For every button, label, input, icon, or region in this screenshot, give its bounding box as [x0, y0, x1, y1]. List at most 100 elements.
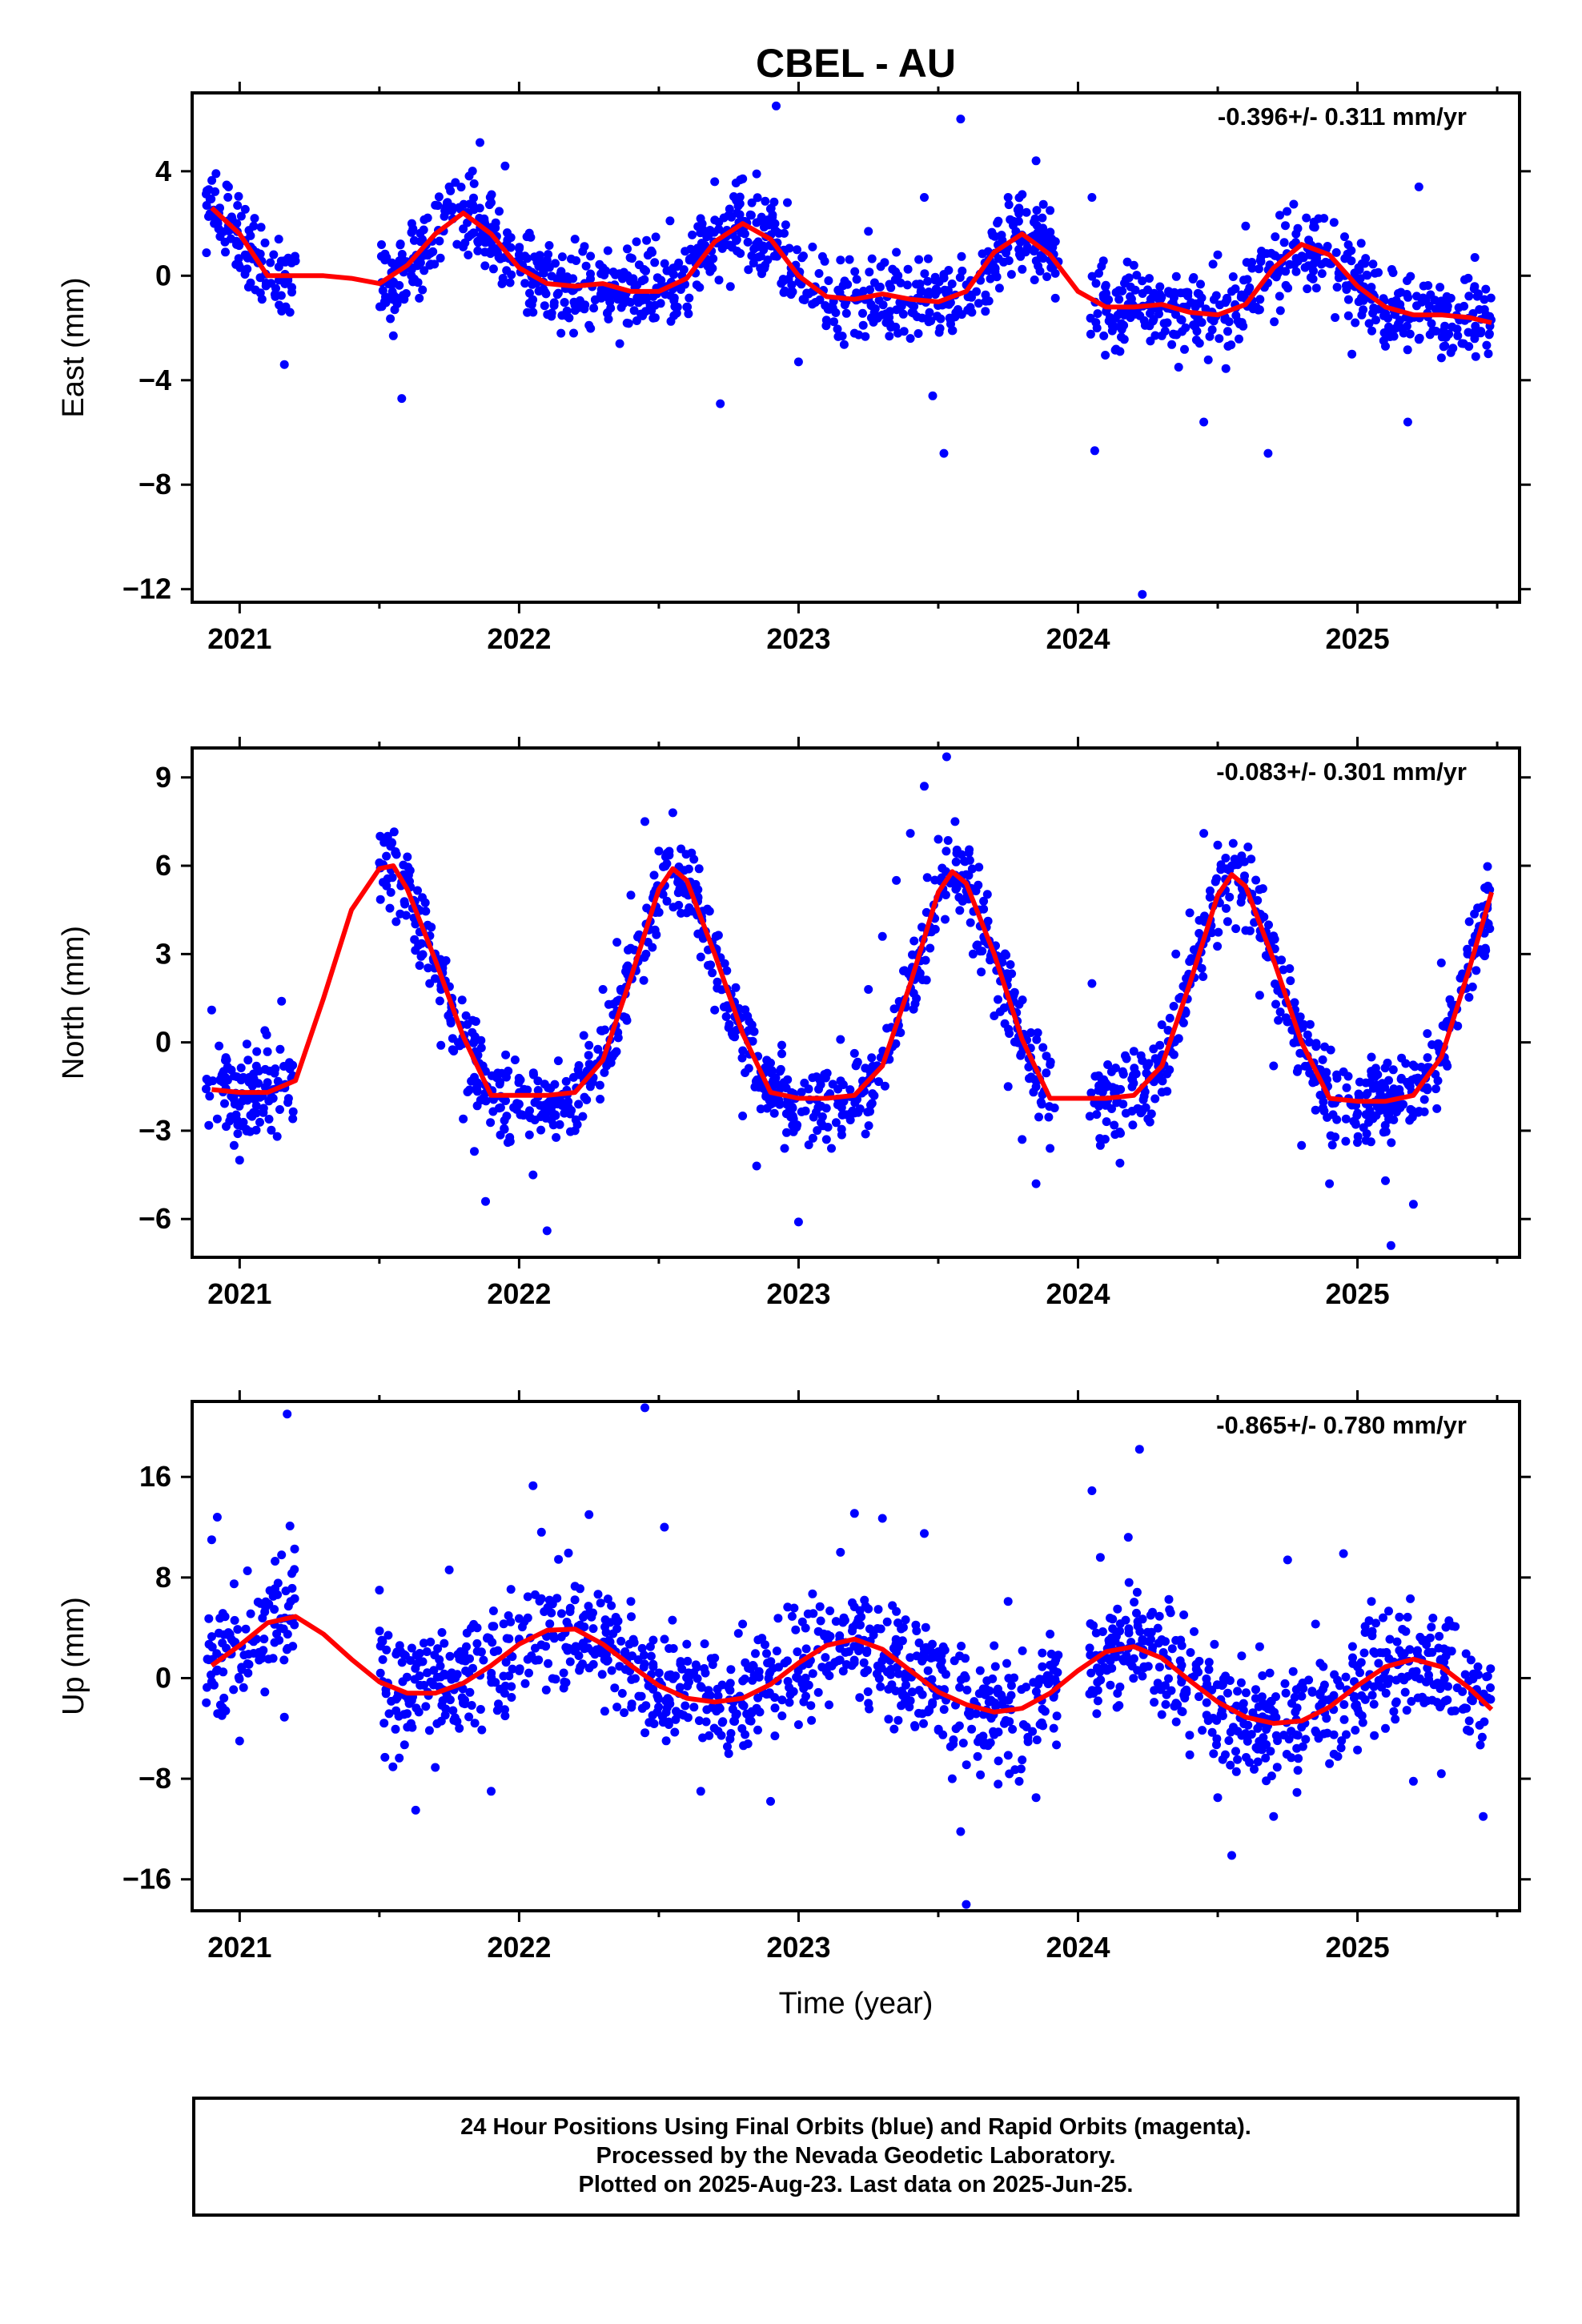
north-residual-point	[698, 934, 708, 943]
up-residual-point	[229, 1685, 239, 1695]
up-residual-point	[1292, 1787, 1302, 1797]
up-residual-point	[279, 1655, 289, 1665]
north-residual-point	[1423, 1053, 1432, 1063]
up-residual-point	[283, 1602, 293, 1611]
up-residual-point	[1415, 1674, 1424, 1683]
north-residual-point	[446, 1019, 456, 1027]
up-residual-point	[1336, 1743, 1346, 1753]
east-residual-point	[487, 239, 496, 248]
north-residual-point	[1431, 1084, 1440, 1094]
up-residual-point	[601, 1628, 611, 1637]
up-residual-point	[465, 1687, 475, 1697]
east-residual-point	[560, 298, 569, 308]
north-residual-point	[1259, 912, 1269, 922]
up-residual-point	[1484, 1693, 1492, 1703]
east-residual-point	[1464, 328, 1473, 337]
north-residual-point	[776, 1064, 785, 1074]
north-data-point	[285, 1064, 295, 1074]
east-residual-point	[732, 235, 741, 244]
up-data-point	[1213, 1793, 1223, 1803]
east-residual-point	[1486, 293, 1496, 303]
up-residual-point	[219, 1630, 229, 1639]
up-residual-point	[889, 1724, 899, 1734]
up-residual-point	[886, 1670, 895, 1679]
east-residual-point	[562, 272, 572, 282]
north-residual-point	[205, 1092, 215, 1101]
up-data-point	[612, 1703, 622, 1712]
up-residual-point	[891, 1634, 901, 1644]
north-residual-point	[955, 906, 965, 915]
up-residual-point	[275, 1635, 284, 1645]
east-rate-annotation: -0.396+/- 0.311 mm/yr	[1218, 103, 1467, 131]
up-residual-point	[762, 1690, 771, 1699]
up-residual-point	[222, 1643, 231, 1653]
north-residual-point	[1383, 1110, 1392, 1119]
north-residual-point	[510, 1055, 520, 1064]
up-residual-point	[1291, 1685, 1301, 1695]
up-residual-point	[477, 1725, 487, 1735]
up-residual-point	[1253, 1757, 1263, 1767]
east-residual-point	[704, 255, 713, 265]
east-residual-point	[1357, 259, 1367, 268]
north-residual-point	[957, 850, 966, 859]
east-residual-point	[540, 301, 549, 311]
north-xtick-label: 2025	[1326, 1277, 1390, 1310]
up-residual-point	[436, 1661, 445, 1671]
north-residual-point	[974, 862, 984, 872]
up-residual-point	[1138, 1614, 1147, 1624]
up-data-point	[570, 1582, 580, 1591]
east-residual-point	[785, 287, 794, 297]
east-residual-point	[240, 204, 250, 214]
east-residual-point	[436, 253, 445, 263]
east-residual-point	[232, 239, 241, 249]
up-residual-point	[613, 1616, 623, 1626]
north-residual-point	[1207, 928, 1217, 938]
up-residual-point	[504, 1611, 513, 1620]
north-residual-point	[574, 1100, 584, 1109]
up-residual-point	[738, 1700, 747, 1710]
north-ytick-label: −6	[139, 1202, 171, 1235]
east-residual-point	[473, 238, 483, 247]
up-residual-point	[709, 1723, 719, 1733]
east-residual-point	[1342, 285, 1351, 294]
east-residual-point	[903, 264, 913, 274]
north-residual-point	[1158, 1076, 1167, 1086]
east-data-point	[783, 198, 792, 207]
up-residual-point	[1132, 1587, 1142, 1597]
up-residual-point	[860, 1668, 869, 1678]
up-residual-point	[725, 1735, 735, 1744]
north-xtick-label: 2024	[1046, 1277, 1110, 1310]
up-residual-point	[1439, 1675, 1449, 1683]
up-residual-point	[1185, 1731, 1195, 1740]
north-residual-point	[1353, 1108, 1363, 1118]
east-residual-point	[1402, 290, 1411, 299]
up-data-point	[1297, 1723, 1307, 1732]
north-residual-point	[673, 888, 683, 898]
up-data-point	[285, 1522, 295, 1530]
up-residual-point	[1049, 1723, 1058, 1733]
east-data-point	[716, 399, 725, 408]
east-residual-point	[993, 219, 1002, 228]
north-data-point	[626, 891, 636, 900]
up-residual-point	[584, 1663, 594, 1673]
north-residual-point	[574, 1061, 584, 1070]
north-residual-point	[1128, 1120, 1138, 1130]
up-residual-point	[905, 1653, 915, 1663]
north-data-point	[849, 1108, 859, 1118]
east-residual-point	[800, 296, 809, 304]
up-residual-point	[939, 1705, 949, 1715]
north-residual-point	[1468, 982, 1477, 991]
north-data-point	[598, 985, 608, 994]
up-residual-point	[1166, 1608, 1175, 1618]
north-data-point	[892, 875, 901, 885]
up-residual-point	[746, 1716, 756, 1726]
north-residual-point	[1094, 1101, 1103, 1111]
east-residual-point	[618, 274, 627, 283]
up-residual-point	[639, 1663, 648, 1672]
east-residual-point	[586, 251, 596, 261]
up-residual-point	[1326, 1695, 1335, 1704]
north-data-point	[934, 834, 943, 844]
north-residual-point	[546, 1084, 556, 1093]
east-residual-point	[837, 332, 847, 341]
up-data-point	[1255, 1642, 1264, 1651]
